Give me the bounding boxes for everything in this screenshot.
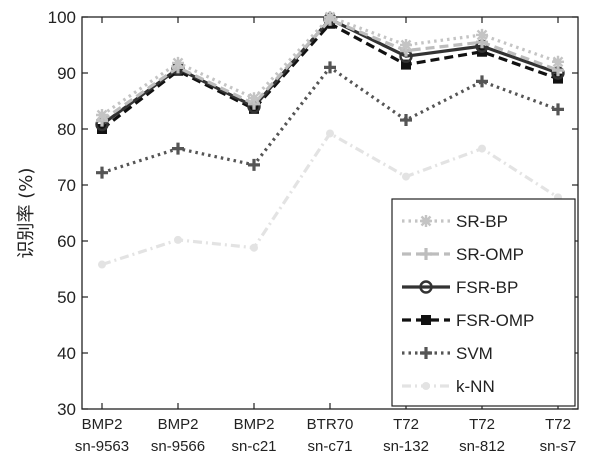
marker-plus [172, 143, 184, 155]
y-tick-label: 80 [57, 120, 76, 139]
marker-plus [552, 103, 564, 115]
marker-star [172, 57, 184, 69]
marker-star [476, 29, 488, 41]
x-tick-label-line2: sn-812 [459, 438, 505, 455]
legend-label: SVM [456, 344, 493, 363]
y-tick-label: 60 [57, 232, 76, 251]
series-marker [400, 39, 412, 51]
series-line [102, 67, 558, 172]
y-tick-label: 50 [57, 288, 76, 307]
x-tick-label-line1: T72 [469, 416, 495, 433]
x-tick-label-line1: BMP2 [82, 416, 123, 433]
y-tick-label: 90 [57, 64, 76, 83]
series-marker [552, 56, 564, 68]
marker-star [552, 56, 564, 68]
series-marker [96, 167, 108, 179]
series-marker [250, 244, 258, 252]
x-tick-label-line1: T72 [393, 416, 419, 433]
y-tick-label: 40 [57, 344, 76, 363]
series-marker [326, 129, 334, 137]
x-tick-label-line2: sn-9563 [75, 438, 129, 455]
series-marker [476, 75, 488, 87]
series-marker [422, 382, 430, 390]
legend-label: FSR-BP [456, 278, 518, 297]
marker-plus [400, 114, 412, 126]
series-marker [476, 29, 488, 41]
legend: SR-BP SR-OMP FSR-BP FSR-OMP SVM k-NN [392, 199, 575, 406]
y-tick-label: 100 [48, 8, 76, 27]
legend-label: FSR-OMP [456, 311, 534, 330]
marker-dot [478, 145, 486, 153]
marker-dot [422, 382, 430, 390]
x-tick-label-line2: sn-c71 [307, 438, 352, 455]
y-axis-title: 识别率 (%) [16, 168, 37, 259]
series-marker [172, 143, 184, 155]
series-marker [400, 114, 412, 126]
x-tick-label-line2: sn-s7 [540, 438, 577, 455]
x-tick-label-line1: BMP2 [158, 416, 199, 433]
series-line [102, 24, 558, 129]
series-marker [96, 109, 108, 121]
series-marker [478, 145, 486, 153]
y-tick-label: 30 [57, 400, 76, 419]
marker-plus [96, 167, 108, 179]
marker-star [400, 39, 412, 51]
marker-star [420, 215, 432, 227]
x-tick-label-line1: T72 [545, 416, 571, 433]
marker-dot [174, 236, 182, 244]
marker-star [96, 109, 108, 121]
marker-dot [250, 244, 258, 252]
series-marker [324, 11, 336, 23]
series-marker [172, 57, 184, 69]
marker-star [248, 92, 260, 104]
series-marker [174, 236, 182, 244]
marker-square [421, 315, 431, 325]
marker-dot [98, 261, 106, 269]
series-marker [420, 215, 432, 227]
legend-label: k-NN [456, 377, 495, 396]
series-marker [402, 173, 410, 181]
legend-label: SR-OMP [456, 245, 524, 264]
x-tick-label-line2: sn-9566 [151, 438, 205, 455]
x-tick-label-line1: BTR70 [307, 416, 354, 433]
series-marker [248, 92, 260, 104]
legend-label: SR-BP [456, 212, 508, 231]
marker-star [324, 11, 336, 23]
x-tick-label-line2: sn-132 [383, 438, 429, 455]
series-marker [98, 261, 106, 269]
marker-dot [402, 173, 410, 181]
y-tick-label: 70 [57, 176, 76, 195]
series-marker [421, 315, 431, 325]
marker-plus [476, 75, 488, 87]
marker-dot [326, 129, 334, 137]
series-marker [552, 103, 564, 115]
x-tick-label-line1: BMP2 [234, 416, 275, 433]
x-tick-label-line2: sn-c21 [231, 438, 276, 455]
